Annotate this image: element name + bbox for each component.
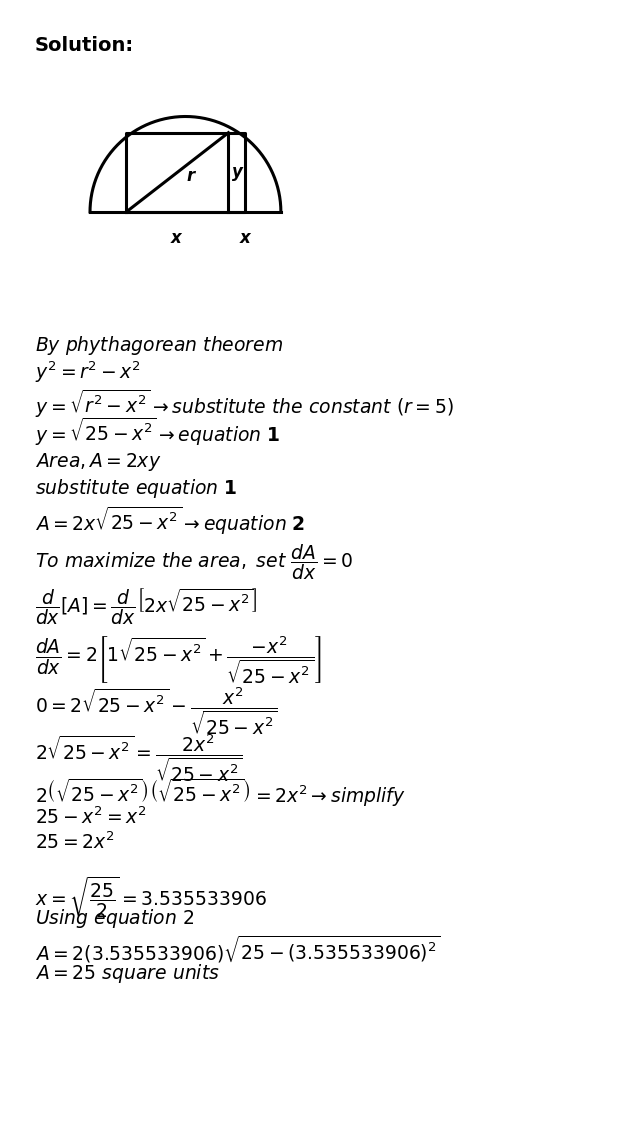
Text: $A = 2(3.535533906)\sqrt{25 - (3.535533906)^2}$: $A = 2(3.535533906)\sqrt{25 - (3.5355339… xyxy=(35,934,440,966)
Text: $y = \sqrt{r^2 - x^2} \rightarrow \it{substitute\ the\ constant}\ (r = 5)$: $y = \sqrt{r^2 - x^2} \rightarrow \it{su… xyxy=(35,387,454,420)
Text: $\it{To\ maximize\ the\ area,\ set}\ \dfrac{dA}{dx} = 0$: $\it{To\ maximize\ the\ area,\ set}\ \df… xyxy=(35,542,353,582)
Text: $x = \sqrt{\dfrac{25}{2}} = 3.535533906$: $x = \sqrt{\dfrac{25}{2}} = 3.535533906$ xyxy=(35,874,267,919)
Text: $A = 2x\sqrt{25 - x^2} \rightarrow \it{equation}\ \mathbf{2}$: $A = 2x\sqrt{25 - x^2} \rightarrow \it{e… xyxy=(35,505,305,538)
Text: y: y xyxy=(232,163,243,181)
Text: $\dfrac{d}{dx}[A] = \dfrac{d}{dx}\left[2x\sqrt{25 - x^2}\right]$: $\dfrac{d}{dx}[A] = \dfrac{d}{dx}\left[2… xyxy=(35,586,257,627)
Text: $0 = 2\sqrt{25 - x^2} - \dfrac{x^2}{\sqrt{25 - x^2}}$: $0 = 2\sqrt{25 - x^2} - \dfrac{x^2}{\sqr… xyxy=(35,685,277,736)
Text: $\dfrac{dA}{dx} = 2\left[1\sqrt{25 - x^2} + \dfrac{-x^2}{\sqrt{25 - x^2}}\right]: $\dfrac{dA}{dx} = 2\left[1\sqrt{25 - x^2… xyxy=(35,634,321,686)
Text: $25 - x^2 = x^2$: $25 - x^2 = x^2$ xyxy=(35,806,147,828)
Text: $\it{Using\ equation\ 2}$: $\it{Using\ equation\ 2}$ xyxy=(35,907,194,930)
Text: x: x xyxy=(170,229,181,247)
Text: $\it{Area}, A = 2xy$: $\it{Area}, A = 2xy$ xyxy=(35,451,161,474)
Text: $25 = 2x^2$: $25 = 2x^2$ xyxy=(35,831,114,852)
Text: r: r xyxy=(186,166,194,184)
Text: $A = 25\ \it{square\ units}$: $A = 25\ \it{square\ units}$ xyxy=(35,962,220,985)
Text: x: x xyxy=(239,229,250,247)
Text: $2\left(\sqrt{25 - x^2}\right)\left(\sqrt{25 - x^2}\right) = 2x^2 \rightarrow \i: $2\left(\sqrt{25 - x^2}\right)\left(\sqr… xyxy=(35,777,405,810)
Text: $\it{substitute\ equation}\ \mathbf{1}$: $\it{substitute\ equation}\ \mathbf{1}$ xyxy=(35,477,237,500)
Text: $y^2 = r^2 - x^2$: $y^2 = r^2 - x^2$ xyxy=(35,359,141,385)
Text: Solution:: Solution: xyxy=(35,36,134,55)
Text: $2\sqrt{25 - x^2} = \dfrac{2x^2}{\sqrt{25 - x^2}}$: $2\sqrt{25 - x^2} = \dfrac{2x^2}{\sqrt{2… xyxy=(35,732,242,783)
Text: $\it{By\ phythagorean\ theorem}$: $\it{By\ phythagorean\ theorem}$ xyxy=(35,334,283,356)
Text: $y = \sqrt{25 - x^2} \rightarrow \it{equation}\ \mathbf{1}$: $y = \sqrt{25 - x^2} \rightarrow \it{equ… xyxy=(35,416,280,448)
